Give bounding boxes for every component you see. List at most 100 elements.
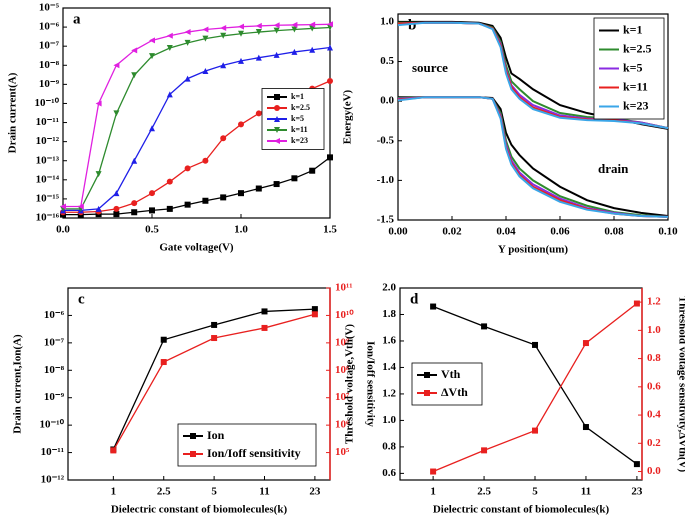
legend-label: k=23 xyxy=(291,136,308,145)
marker xyxy=(184,29,191,36)
marker xyxy=(160,336,167,343)
y-tick-label: 0.5 xyxy=(380,55,394,67)
legend-label: k=11 xyxy=(623,79,648,93)
marker xyxy=(273,22,280,29)
marker xyxy=(184,165,191,172)
x-tick-label: 1 xyxy=(111,486,117,498)
marker xyxy=(582,424,589,431)
x-tick-label: 1.5 xyxy=(323,224,337,236)
marker xyxy=(166,45,173,52)
legend: Ion Ion/Ioff sensitivity xyxy=(177,423,317,467)
marker xyxy=(291,175,298,182)
y-tick-label: 10⁻⁹ xyxy=(39,78,60,90)
y2-tick-label: 0.4 xyxy=(647,409,661,421)
y-tick-label: 1.0 xyxy=(382,414,396,426)
x-tick-label: 0.06 xyxy=(550,226,570,238)
y-tick-label: 0.8 xyxy=(382,440,396,452)
x-tick-label: 5 xyxy=(211,486,217,498)
marker xyxy=(202,26,209,33)
marker xyxy=(131,200,138,207)
y-tick-label: 1.8 xyxy=(382,308,396,320)
marker xyxy=(261,308,268,315)
marker xyxy=(166,91,173,98)
legend: Vth ΔVth xyxy=(411,362,483,406)
marker xyxy=(309,25,316,32)
marker xyxy=(261,324,268,331)
marker xyxy=(113,62,120,69)
marker xyxy=(149,37,155,44)
panel: 10⁻¹⁶ 10⁻¹⁵ 10⁻¹⁴ 10⁻¹³ 10⁻¹² 10⁻¹¹ 10⁻¹⁰ 10⁻⁹ 1… xyxy=(7,2,338,254)
y-tick-label: 10⁻¹⁵ xyxy=(36,192,60,204)
x-tick-label: 5 xyxy=(532,486,538,498)
y-axis-title: Threshold voltage,Vth(V) xyxy=(344,324,356,445)
marker xyxy=(273,181,280,188)
y2-tick-label: 0.8 xyxy=(647,352,661,364)
y2-tick-label: 1.0 xyxy=(647,324,661,336)
y-tick-label: 10⁻¹¹ xyxy=(41,446,64,458)
marker xyxy=(274,116,280,122)
marker xyxy=(532,341,539,348)
plot-frame xyxy=(62,7,331,219)
marker xyxy=(255,110,262,117)
legend-label: k=2.5 xyxy=(291,103,310,112)
y-tick-label: 10⁻¹⁰ xyxy=(39,419,64,431)
marker xyxy=(220,24,227,31)
marker xyxy=(309,21,316,28)
x-tick-label: 23 xyxy=(631,486,643,498)
marker xyxy=(309,167,316,174)
marker xyxy=(113,110,120,117)
x-tick-label: 0.5 xyxy=(145,224,159,236)
y2-tick-label: 10⁹ xyxy=(335,336,350,348)
y2-tick-label: 10⁶ xyxy=(335,419,350,431)
marker xyxy=(291,48,298,55)
marker xyxy=(190,433,196,439)
marker xyxy=(238,23,244,30)
y2-tick-label: 10⁸ xyxy=(335,364,350,376)
marker xyxy=(424,390,430,396)
x-tick-label: 2.5 xyxy=(157,486,171,498)
x-tick-label: 0.02 xyxy=(442,226,462,238)
y-tick-label: 10⁻⁹ xyxy=(44,391,65,403)
series-line xyxy=(63,46,331,212)
marker xyxy=(113,211,120,218)
marker xyxy=(110,447,117,454)
panel: -1.5 -1.0 -0.5 0.0 0.5 1.0 0.00 0.02 0.04 0.06 0.0… xyxy=(342,13,678,256)
y-tick-label: 10⁻⁷ xyxy=(39,40,60,52)
y-tick-label: 1.4 xyxy=(382,361,396,373)
marker xyxy=(327,21,333,28)
marker xyxy=(424,372,430,378)
legend-label: ΔVth xyxy=(441,385,468,399)
legend-box xyxy=(411,362,483,406)
marker xyxy=(274,105,280,111)
y2-tick-label: 0.2 xyxy=(647,437,661,449)
y2-tick-label: 10¹¹ xyxy=(335,282,353,294)
y-tick-label: 1.2 xyxy=(382,387,396,399)
marker xyxy=(149,190,155,197)
marker xyxy=(220,32,227,39)
series-line xyxy=(397,21,669,130)
marker xyxy=(220,194,227,201)
y-tick-label: -1.0 xyxy=(377,174,395,186)
marker xyxy=(273,51,280,58)
y2-tick-label: 10⁷ xyxy=(335,391,350,403)
marker xyxy=(327,78,333,85)
x-axis-title: Dielectric constant of biomolecules(k) xyxy=(433,504,610,516)
y-tick-label: -0.5 xyxy=(377,134,395,146)
y-axis-title: Drain current,Ion(A) xyxy=(12,334,24,434)
x-tick-label: 0.10 xyxy=(658,226,678,238)
y-tick-label: 10⁻¹⁶ xyxy=(36,212,60,224)
marker xyxy=(184,75,191,82)
y-tick-label: 10⁻⁷ xyxy=(44,336,65,348)
marker xyxy=(113,190,120,197)
panel-label: d xyxy=(410,291,419,307)
y2-tick-label: 0.0 xyxy=(647,465,661,477)
y-axis-title: Energy(eV) xyxy=(342,89,354,144)
marker xyxy=(77,203,84,210)
legend: k=1 k=2.5 k=5 k=11 k=23 xyxy=(261,88,325,150)
y-tick-label: -1.5 xyxy=(377,214,395,226)
x-tick-label: 0.0 xyxy=(56,224,70,236)
annotation: source xyxy=(412,60,448,75)
marker xyxy=(113,205,120,212)
marker xyxy=(166,32,173,39)
